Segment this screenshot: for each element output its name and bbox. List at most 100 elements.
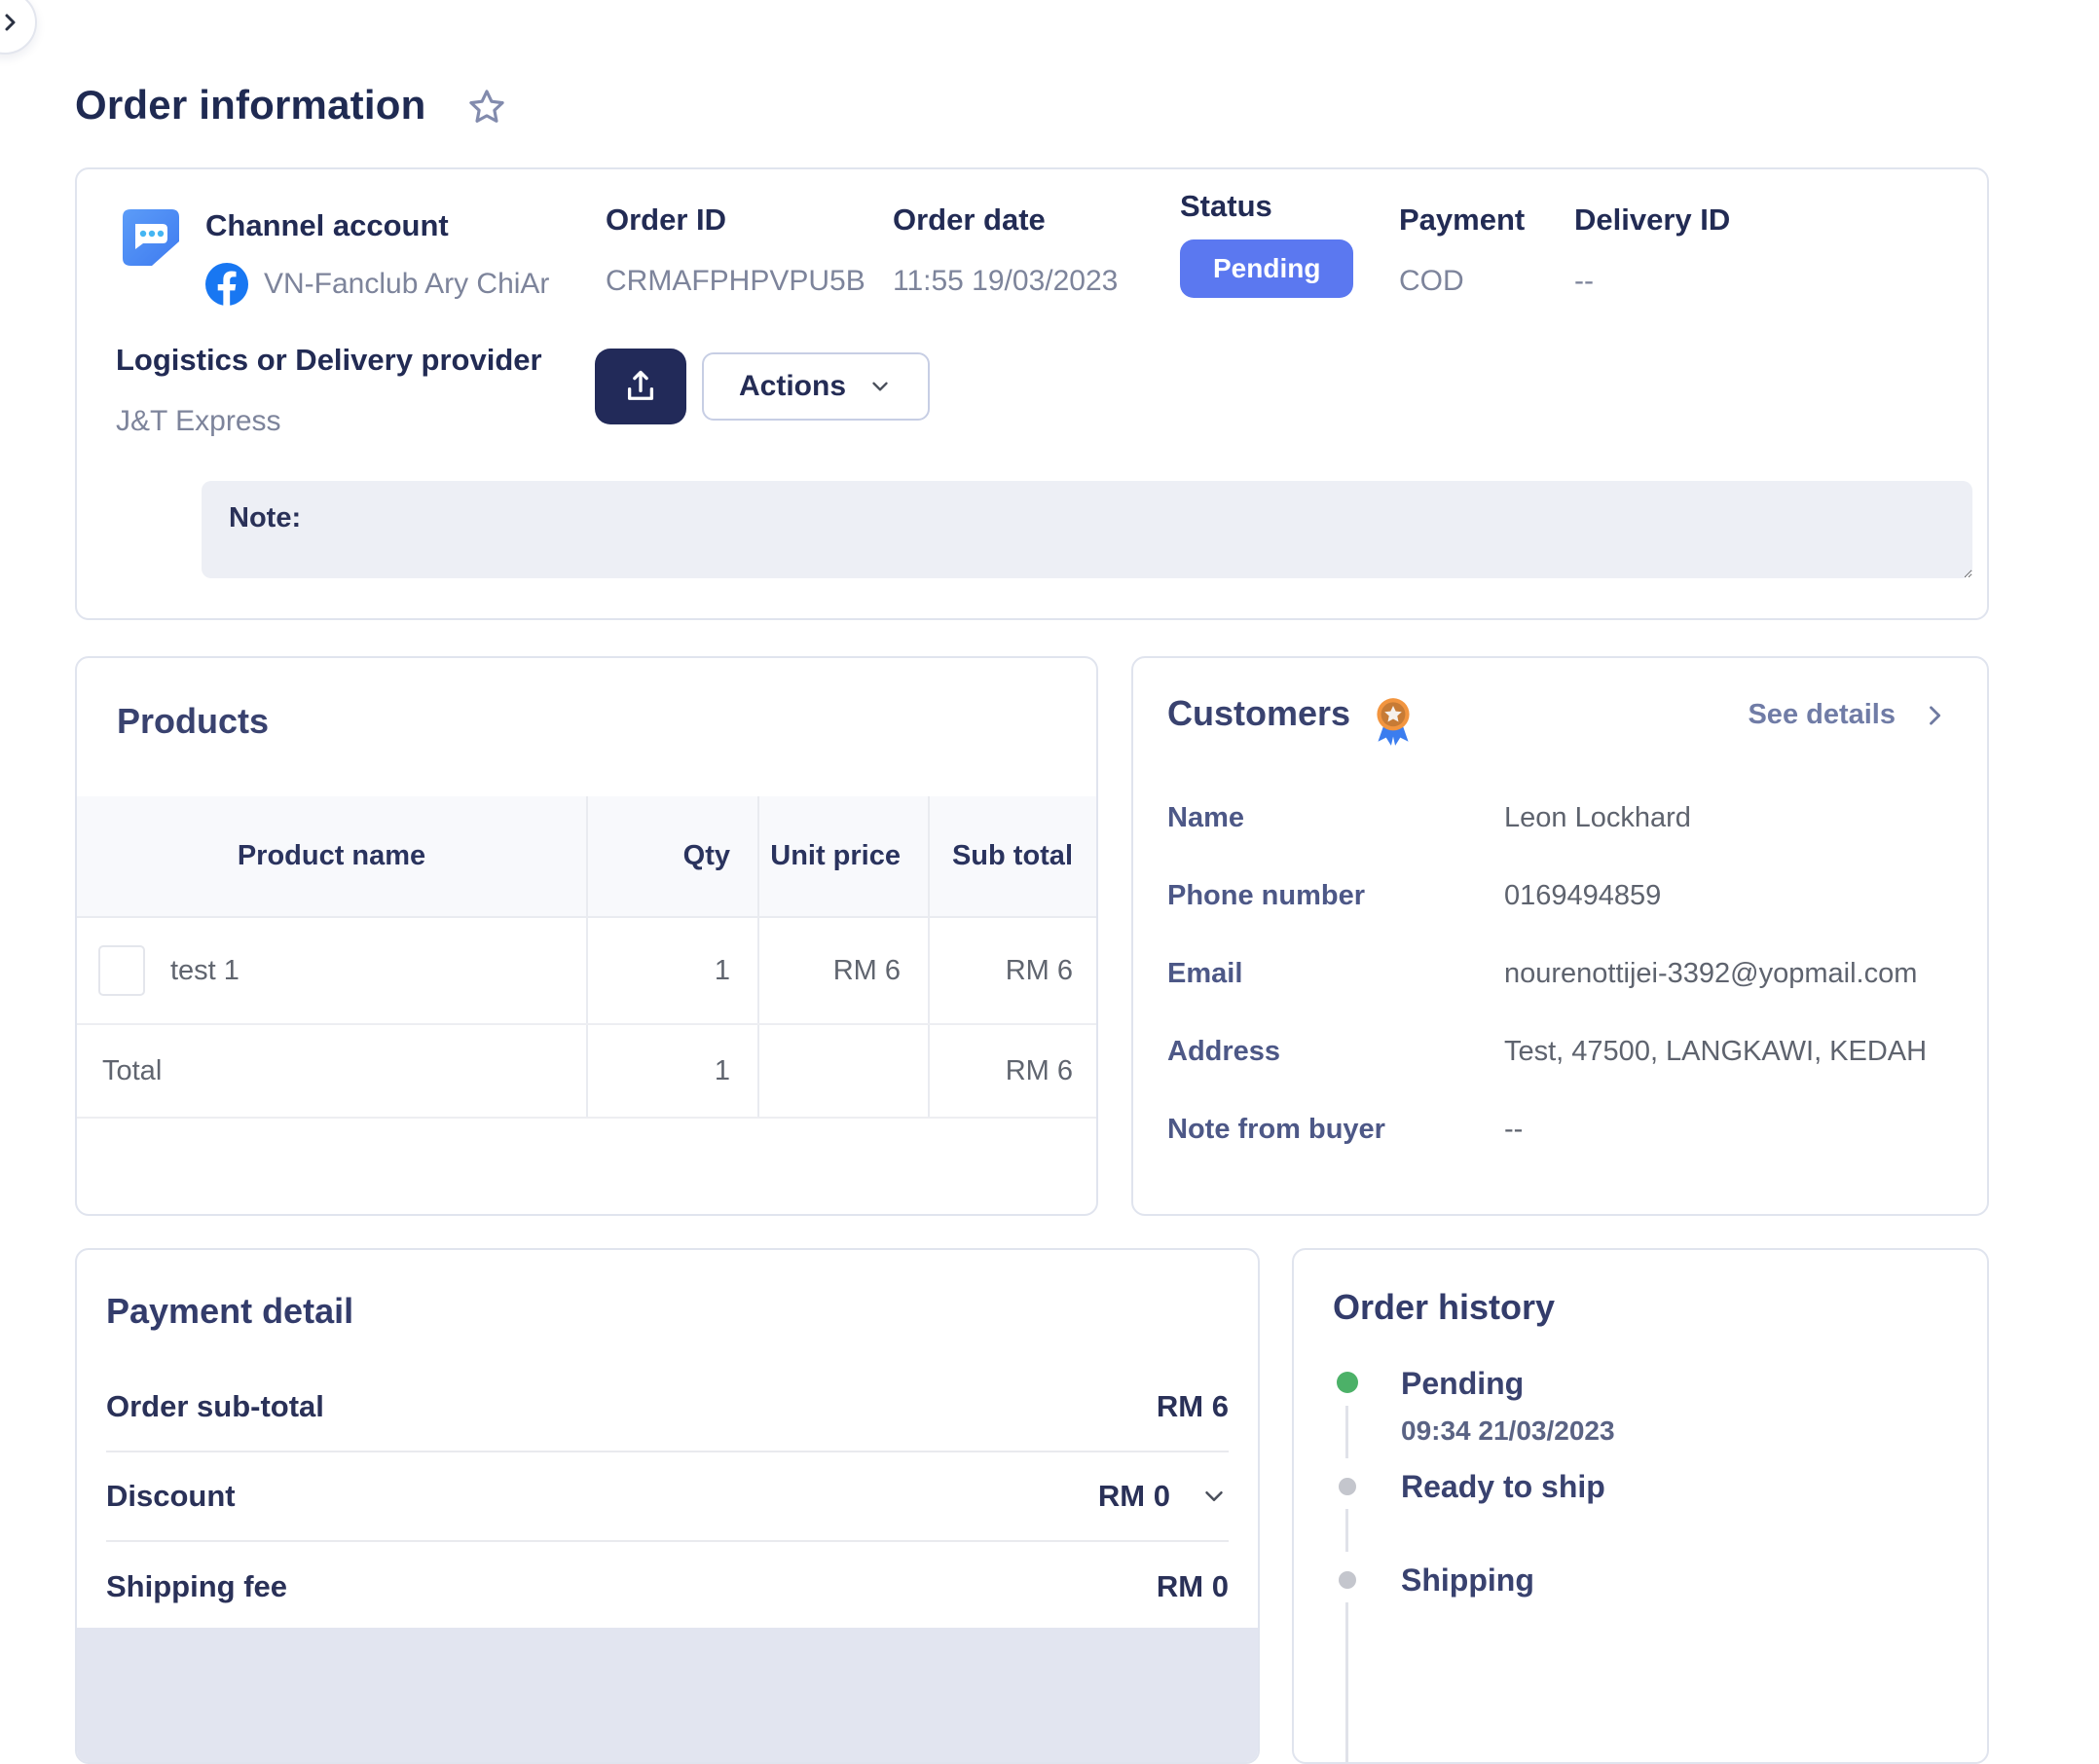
favorite-star-icon[interactable] — [466, 87, 507, 128]
see-details-label: See details — [1748, 699, 1896, 731]
status-badge: Pending — [1180, 239, 1353, 298]
payment-total-band — [77, 1628, 1258, 1764]
order-history-timeline: Pending 09:34 21/03/2023 Ready to ship S… — [1337, 1367, 1948, 1764]
product-image-placeholder — [98, 945, 145, 996]
customer-name-label: Name — [1167, 802, 1504, 834]
order-history-card: Order history Pending 09:34 21/03/2023 R… — [1292, 1248, 1989, 1764]
facebook-icon — [205, 263, 248, 306]
delivery-id-value: -- — [1574, 265, 1948, 298]
products-card: Products Product name Qty Unit price Sub… — [75, 656, 1098, 1216]
logistics-cell: Logistics or Delivery provider J&T Expre… — [116, 343, 595, 438]
total-sub-total: RM 6 — [929, 1024, 1098, 1118]
discount-expand-chevron-icon[interactable] — [1199, 1482, 1229, 1511]
customer-phone-label: Phone number — [1167, 880, 1504, 912]
products-total-row: Total 1 RM 6 — [77, 1024, 1098, 1118]
order-summary-row: Channel account VN-Fanclub Ary ChiAr Ord… — [116, 202, 1948, 306]
product-sub-total: RM 6 — [929, 917, 1098, 1024]
delivery-id-label: Delivery ID — [1574, 202, 1948, 238]
customer-address-row: Address Test, 47500, LANGKAWI, KEDAH — [1167, 1036, 1948, 1068]
history-step-shipping: Shipping — [1337, 1563, 1948, 1764]
total-qty: 1 — [587, 1024, 758, 1118]
step-active-dot — [1337, 1372, 1358, 1393]
medal-icon — [1366, 693, 1420, 748]
chevron-down-icon — [867, 374, 893, 399]
column-sub-total: Sub total — [929, 796, 1098, 917]
customer-phone-row: Phone number 0169494859 — [1167, 880, 1948, 912]
history-step-timestamp: 09:34 21/03/2023 — [1401, 1415, 1948, 1447]
customer-address-label: Address — [1167, 1036, 1504, 1068]
product-unit-price: RM 6 — [758, 917, 929, 1024]
total-label: Total — [77, 1024, 587, 1118]
payment-label: Payment — [1399, 202, 1574, 238]
order-date-label: Order date — [893, 202, 1180, 238]
history-step-ready-to-ship: Ready to ship — [1337, 1470, 1948, 1563]
column-qty: Qty — [587, 796, 758, 917]
chevron-right-icon — [0, 11, 21, 34]
payment-detail-card: Payment detail Order sub-total RM 6 Disc… — [75, 1248, 1260, 1764]
order-id-value: CRMAFPHPVPU5B — [606, 265, 893, 298]
chevron-right-icon — [1921, 702, 1948, 729]
order-note-textarea[interactable]: Note: — [202, 481, 1972, 578]
payment-value: COD — [1399, 265, 1574, 298]
channel-account-name: VN-Fanclub Ary ChiAr — [264, 268, 549, 301]
see-details-link[interactable]: See details — [1748, 693, 1948, 731]
discount-value: RM 0 — [1098, 1479, 1170, 1514]
column-product-name: Product name — [77, 796, 587, 917]
customer-email-value: nourenottijei-3392@yopmail.com — [1504, 958, 1917, 990]
page-header: Order information — [75, 82, 507, 129]
status-cell: Status Pending — [1180, 202, 1399, 298]
customers-title: Customers — [1167, 693, 1350, 734]
history-step-pending: Pending 09:34 21/03/2023 — [1337, 1367, 1948, 1470]
customer-buyer-note-label: Note from buyer — [1167, 1114, 1504, 1146]
order-summary-card: Channel account VN-Fanclub Ary ChiAr Ord… — [75, 167, 1989, 620]
channel-app-icon — [116, 202, 186, 306]
order-subtotal-label: Order sub-total — [106, 1389, 324, 1424]
total-unit-price — [758, 1024, 929, 1118]
order-id-label: Order ID — [606, 202, 893, 238]
history-step-label: Pending — [1401, 1367, 1948, 1400]
page-title: Order information — [75, 82, 425, 129]
discount-row: Discount RM 0 — [106, 1452, 1229, 1542]
table-row: test 1 1 RM 6 RM 6 — [77, 917, 1098, 1024]
expand-panel-button[interactable] — [0, 0, 37, 55]
products-header-row: Product name Qty Unit price Sub total — [77, 796, 1098, 917]
customer-name-row: Name Leon Lockhard — [1167, 802, 1948, 834]
products-title: Products — [117, 701, 1096, 742]
customer-address-value: Test, 47500, LANGKAWI, KEDAH — [1504, 1036, 1927, 1068]
product-name: test 1 — [170, 955, 239, 987]
order-subtotal-value: RM 6 — [1157, 1389, 1229, 1424]
channel-account-label: Channel account — [205, 208, 549, 243]
actions-button[interactable]: Actions — [702, 352, 930, 421]
step-inactive-dot — [1339, 1571, 1356, 1589]
actions-button-label: Actions — [739, 370, 846, 403]
customer-email-label: Email — [1167, 958, 1504, 990]
payment-cell: Payment COD — [1399, 202, 1574, 298]
export-button[interactable] — [595, 349, 686, 424]
history-step-label: Shipping — [1401, 1563, 1948, 1597]
customer-email-row: Email nourenottijei-3392@yopmail.com — [1167, 958, 1948, 990]
product-qty: 1 — [587, 917, 758, 1024]
discount-label: Discount — [106, 1479, 236, 1514]
customers-card: Customers See details Name Leon Lockhard — [1131, 656, 1989, 1216]
order-id-cell: Order ID CRMAFPHPVPU5B — [606, 202, 893, 298]
upload-icon — [620, 366, 661, 407]
delivery-id-cell: Delivery ID -- — [1574, 202, 1948, 298]
status-label: Status — [1180, 189, 1399, 224]
payment-title: Payment detail — [106, 1291, 1258, 1332]
order-subtotal-row: Order sub-total RM 6 — [106, 1363, 1229, 1452]
shipping-fee-value: RM 0 — [1157, 1569, 1229, 1604]
column-unit-price: Unit price — [758, 796, 929, 917]
customer-buyer-note-value: -- — [1504, 1114, 1523, 1146]
logistics-row: Logistics or Delivery provider J&T Expre… — [116, 343, 1948, 438]
history-step-label: Ready to ship — [1401, 1470, 1948, 1503]
shipping-fee-row: Shipping fee RM 0 — [106, 1542, 1229, 1632]
order-date-cell: Order date 11:55 19/03/2023 — [893, 202, 1180, 298]
channel-account-cell: Channel account VN-Fanclub Ary ChiAr — [116, 202, 606, 306]
customer-buyer-note-row: Note from buyer -- — [1167, 1114, 1948, 1146]
order-history-title: Order history — [1333, 1287, 1948, 1328]
step-inactive-dot — [1339, 1478, 1356, 1495]
customer-phone-value: 0169494859 — [1504, 880, 1661, 912]
products-table: Product name Qty Unit price Sub total te… — [77, 796, 1098, 1119]
logistics-label: Logistics or Delivery provider — [116, 343, 595, 378]
order-date-value: 11:55 19/03/2023 — [893, 265, 1180, 298]
